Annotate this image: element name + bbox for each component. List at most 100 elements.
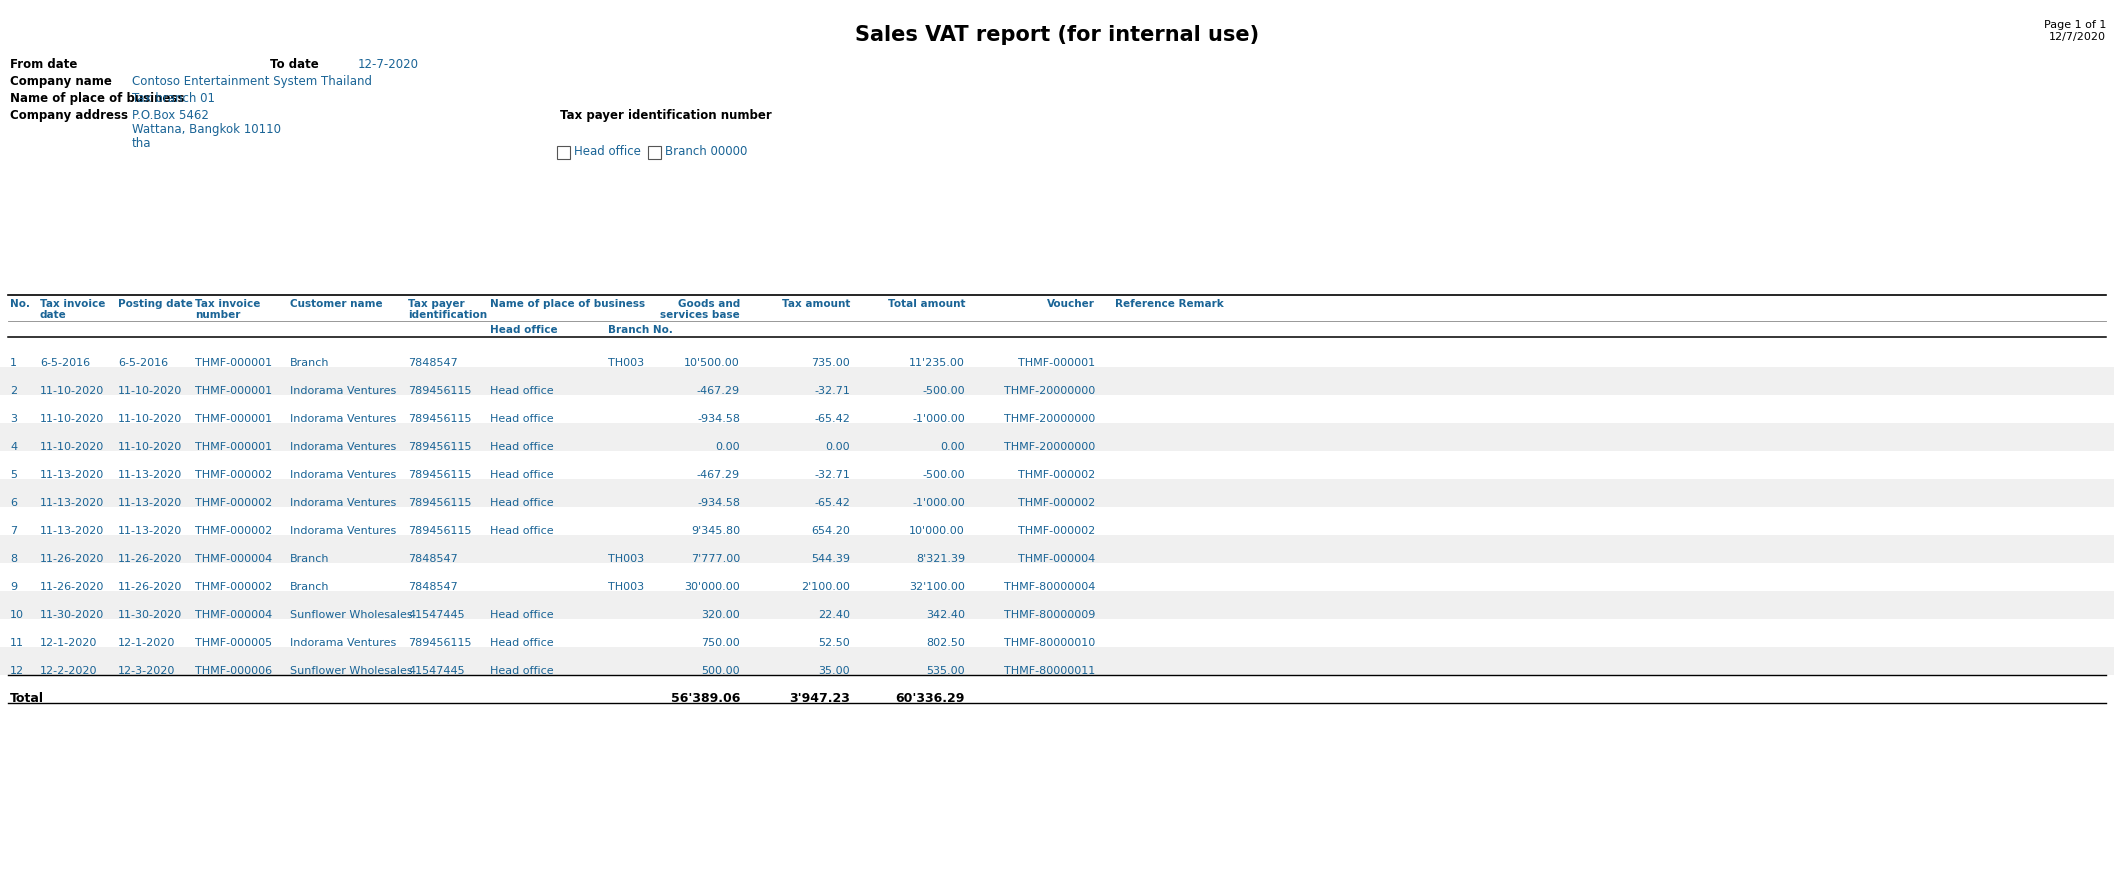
Text: 2'100.00: 2'100.00 — [801, 582, 850, 592]
Text: -934.58: -934.58 — [698, 498, 740, 508]
Text: Indorama Ventures: Indorama Ventures — [290, 526, 395, 536]
Text: 11-13-2020: 11-13-2020 — [118, 498, 182, 508]
Text: 750.00: 750.00 — [702, 638, 740, 648]
Text: 12-2-2020: 12-2-2020 — [40, 666, 97, 676]
Text: Head office: Head office — [490, 414, 554, 424]
Text: Head office: Head office — [490, 386, 554, 396]
Text: P.O.Box 5462: P.O.Box 5462 — [131, 109, 209, 122]
Text: -500.00: -500.00 — [922, 386, 964, 396]
Text: 802.50: 802.50 — [926, 638, 964, 648]
Text: 7848547: 7848547 — [408, 358, 459, 368]
Text: date: date — [40, 310, 68, 320]
Text: 8: 8 — [11, 554, 17, 564]
Text: THMF-000001: THMF-000001 — [1017, 358, 1095, 368]
Text: Head office: Head office — [490, 666, 554, 676]
Text: 56'389.06: 56'389.06 — [670, 692, 740, 705]
Text: THMF-000002: THMF-000002 — [1017, 526, 1095, 536]
Text: Indorama Ventures: Indorama Ventures — [290, 386, 395, 396]
Bar — [0, 507, 2114, 535]
Text: 7848547: 7848547 — [408, 582, 459, 592]
Text: Head office: Head office — [490, 325, 558, 335]
Text: 1: 1 — [11, 358, 17, 368]
Text: -467.29: -467.29 — [698, 470, 740, 480]
Text: Branch: Branch — [290, 554, 330, 564]
Text: 0.00: 0.00 — [941, 442, 964, 452]
Text: Tax invoice: Tax invoice — [40, 299, 106, 309]
Text: -32.71: -32.71 — [814, 386, 850, 396]
Text: THMF-000002: THMF-000002 — [194, 498, 273, 508]
Text: 12-1-2020: 12-1-2020 — [118, 638, 175, 648]
Text: Indorama Ventures: Indorama Ventures — [290, 470, 395, 480]
Text: TH003: TH003 — [609, 554, 645, 564]
Text: 0.00: 0.00 — [715, 442, 740, 452]
Text: Company name: Company name — [11, 75, 112, 88]
Bar — [0, 647, 2114, 675]
Text: THMF-80000009: THMF-80000009 — [1004, 610, 1095, 620]
Text: 11-10-2020: 11-10-2020 — [118, 414, 182, 424]
Text: -467.29: -467.29 — [698, 386, 740, 396]
Text: Tax payer identification number: Tax payer identification number — [560, 109, 772, 122]
Text: THMF-20000000: THMF-20000000 — [1004, 386, 1095, 396]
Text: 32'100.00: 32'100.00 — [909, 582, 964, 592]
Bar — [0, 563, 2114, 591]
Text: identification: identification — [408, 310, 486, 320]
Text: 7848547: 7848547 — [408, 554, 459, 564]
Text: 11-26-2020: 11-26-2020 — [118, 582, 182, 592]
Text: 11: 11 — [11, 638, 23, 648]
Text: THMF-000002: THMF-000002 — [194, 470, 273, 480]
Text: 789456115: 789456115 — [408, 470, 471, 480]
Text: -65.42: -65.42 — [814, 414, 850, 424]
Text: 12-7-2020: 12-7-2020 — [357, 58, 419, 71]
Text: Head office: Head office — [490, 638, 554, 648]
Text: 7: 7 — [11, 526, 17, 536]
Text: 544.39: 544.39 — [812, 554, 850, 564]
Text: Indorama Ventures: Indorama Ventures — [290, 414, 395, 424]
Text: Head office: Head office — [490, 526, 554, 536]
Text: Indorama Ventures: Indorama Ventures — [290, 638, 395, 648]
Text: THMF-000001: THMF-000001 — [194, 442, 273, 452]
Text: 12-3-2020: 12-3-2020 — [118, 666, 175, 676]
Text: THMF-000001: THMF-000001 — [194, 386, 273, 396]
Text: 9: 9 — [11, 582, 17, 592]
Text: Page 1 of 1: Page 1 of 1 — [2044, 20, 2106, 30]
Text: Posting date: Posting date — [118, 299, 192, 309]
Text: Branch 00000: Branch 00000 — [666, 145, 748, 158]
Text: 342.40: 342.40 — [926, 610, 964, 620]
Text: THMF-000001: THMF-000001 — [194, 358, 273, 368]
Text: THMF-000002: THMF-000002 — [194, 582, 273, 592]
Text: No.: No. — [11, 299, 30, 309]
Text: Sunflower Wholesales: Sunflower Wholesales — [290, 610, 412, 620]
Text: 11-10-2020: 11-10-2020 — [40, 414, 104, 424]
Text: 11-13-2020: 11-13-2020 — [40, 526, 104, 536]
Text: 789456115: 789456115 — [408, 638, 471, 648]
Text: 35.00: 35.00 — [818, 666, 850, 676]
Text: THMF-000006: THMF-000006 — [194, 666, 273, 676]
Bar — [649, 146, 662, 159]
Text: 11-10-2020: 11-10-2020 — [40, 442, 104, 452]
Bar — [0, 479, 2114, 507]
Text: 654.20: 654.20 — [812, 526, 850, 536]
Text: 10: 10 — [11, 610, 23, 620]
Text: 6: 6 — [11, 498, 17, 508]
Text: -500.00: -500.00 — [922, 470, 964, 480]
Text: 30'000.00: 30'000.00 — [685, 582, 740, 592]
Text: Voucher: Voucher — [1046, 299, 1095, 309]
Bar — [0, 619, 2114, 647]
Text: 12/7/2020: 12/7/2020 — [2048, 32, 2106, 42]
Text: 3: 3 — [11, 414, 17, 424]
Bar — [0, 535, 2114, 563]
Text: 789456115: 789456115 — [408, 386, 471, 396]
Text: 7'777.00: 7'777.00 — [691, 554, 740, 564]
Text: 0.00: 0.00 — [824, 442, 850, 452]
Text: 12-1-2020: 12-1-2020 — [40, 638, 97, 648]
Text: Total amount: Total amount — [888, 299, 964, 309]
Text: Tax payer: Tax payer — [408, 299, 465, 309]
Text: Contoso Entertainment System Thailand: Contoso Entertainment System Thailand — [131, 75, 372, 88]
Text: 9'345.80: 9'345.80 — [691, 526, 740, 536]
Text: 52.50: 52.50 — [818, 638, 850, 648]
Text: 789456115: 789456115 — [408, 498, 471, 508]
Text: Branch: Branch — [290, 358, 330, 368]
Text: THMF-000004: THMF-000004 — [194, 610, 273, 620]
Text: 11-30-2020: 11-30-2020 — [40, 610, 104, 620]
Text: THMF-80000010: THMF-80000010 — [1004, 638, 1095, 648]
